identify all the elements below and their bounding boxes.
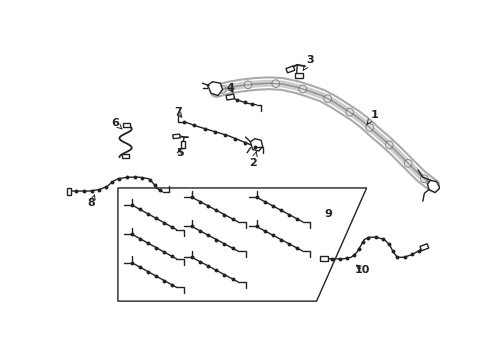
- Polygon shape: [286, 66, 295, 73]
- Text: 1: 1: [367, 110, 378, 125]
- Text: 4: 4: [226, 83, 234, 93]
- Polygon shape: [123, 123, 130, 127]
- Circle shape: [420, 175, 428, 183]
- Circle shape: [324, 95, 332, 103]
- Text: 10: 10: [355, 265, 370, 275]
- Circle shape: [299, 85, 307, 93]
- Polygon shape: [118, 188, 367, 301]
- Circle shape: [366, 124, 373, 131]
- Polygon shape: [173, 134, 180, 139]
- Polygon shape: [67, 188, 71, 194]
- Polygon shape: [420, 244, 429, 251]
- Text: 2: 2: [249, 152, 257, 167]
- Polygon shape: [226, 94, 235, 100]
- Polygon shape: [320, 256, 328, 261]
- Circle shape: [244, 81, 252, 89]
- Polygon shape: [181, 141, 185, 148]
- Text: 9: 9: [324, 209, 332, 219]
- Circle shape: [272, 80, 280, 87]
- Text: 7: 7: [174, 108, 182, 117]
- Text: 6: 6: [111, 117, 122, 129]
- Circle shape: [346, 108, 354, 116]
- Text: 5: 5: [176, 148, 183, 158]
- Text: 3: 3: [303, 55, 314, 70]
- Circle shape: [404, 159, 412, 167]
- Circle shape: [386, 141, 393, 149]
- Polygon shape: [427, 180, 440, 193]
- Polygon shape: [207, 82, 222, 95]
- Polygon shape: [295, 73, 303, 78]
- Polygon shape: [122, 154, 129, 158]
- Polygon shape: [250, 139, 263, 151]
- Text: 8: 8: [88, 195, 96, 208]
- Circle shape: [219, 86, 226, 93]
